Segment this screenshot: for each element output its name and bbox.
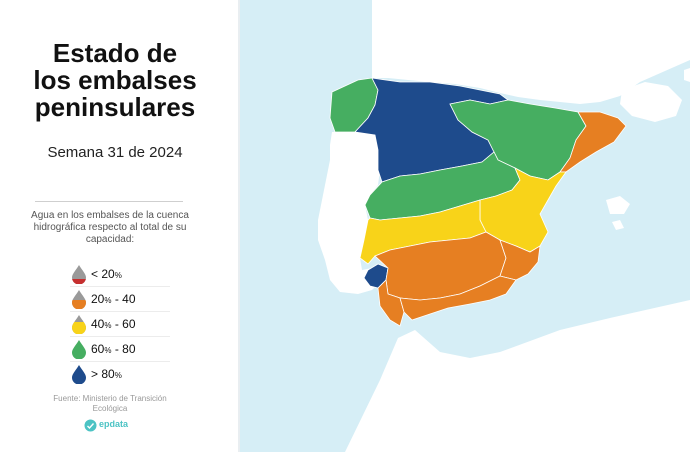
legend-description: Agua en los embalses de la cuenca hidrog…: [31, 210, 189, 245]
epdata-logo-icon: [84, 419, 97, 432]
week-subtitle: Semana 31 de 2024: [47, 144, 183, 161]
title-line: los embalses: [33, 65, 197, 95]
legend-label: > 80%: [91, 367, 122, 381]
basin-catalunya: [559, 111, 627, 173]
water-drop-icon: [72, 340, 86, 359]
legend-item: < 20%: [70, 262, 170, 287]
france-coast: [240, 0, 372, 78]
legend-item: 60% - 80: [70, 337, 170, 362]
divider: [35, 201, 183, 202]
water-drop-icon: [72, 365, 86, 384]
logo-text: epdata: [99, 419, 129, 429]
water-drop-icon: [72, 315, 86, 334]
africa-land: [345, 300, 690, 452]
legend-label: < 20%: [91, 267, 122, 281]
legend-label: 40% - 60: [91, 317, 136, 331]
title-line: peninsulares: [34, 92, 196, 122]
legend-panel: Estado de los embalses peninsulares Sema…: [0, 0, 238, 452]
legend-label: 60% - 80: [91, 342, 136, 356]
water-drop-icon: [72, 265, 86, 284]
portugal-land: [318, 132, 380, 294]
legend-item: 20% - 40: [70, 287, 170, 312]
mallorca-island: [620, 82, 682, 122]
water-drop-icon: [72, 290, 86, 309]
map-spain-basins: [240, 0, 690, 452]
panel-divider: [238, 0, 240, 452]
source-note: Fuente: Ministerio de Transición Ecológi…: [53, 394, 167, 413]
page-title: Estado de los embalses peninsulares: [8, 40, 222, 121]
title-line: Estado de: [52, 38, 178, 68]
legend-item: > 80%: [70, 362, 170, 386]
legend-label: 20% - 40: [91, 292, 136, 306]
legend-item: 40% - 60: [70, 312, 170, 337]
basin-mediterranea-andaluza: [399, 275, 517, 321]
legend: < 20% 20% - 40 40% - 60: [70, 262, 170, 386]
ibiza-island: [606, 196, 630, 214]
basin-segura: [499, 239, 541, 281]
formentera-island: [612, 220, 624, 230]
menorca-island: [684, 68, 690, 82]
france-land: [372, 0, 690, 104]
